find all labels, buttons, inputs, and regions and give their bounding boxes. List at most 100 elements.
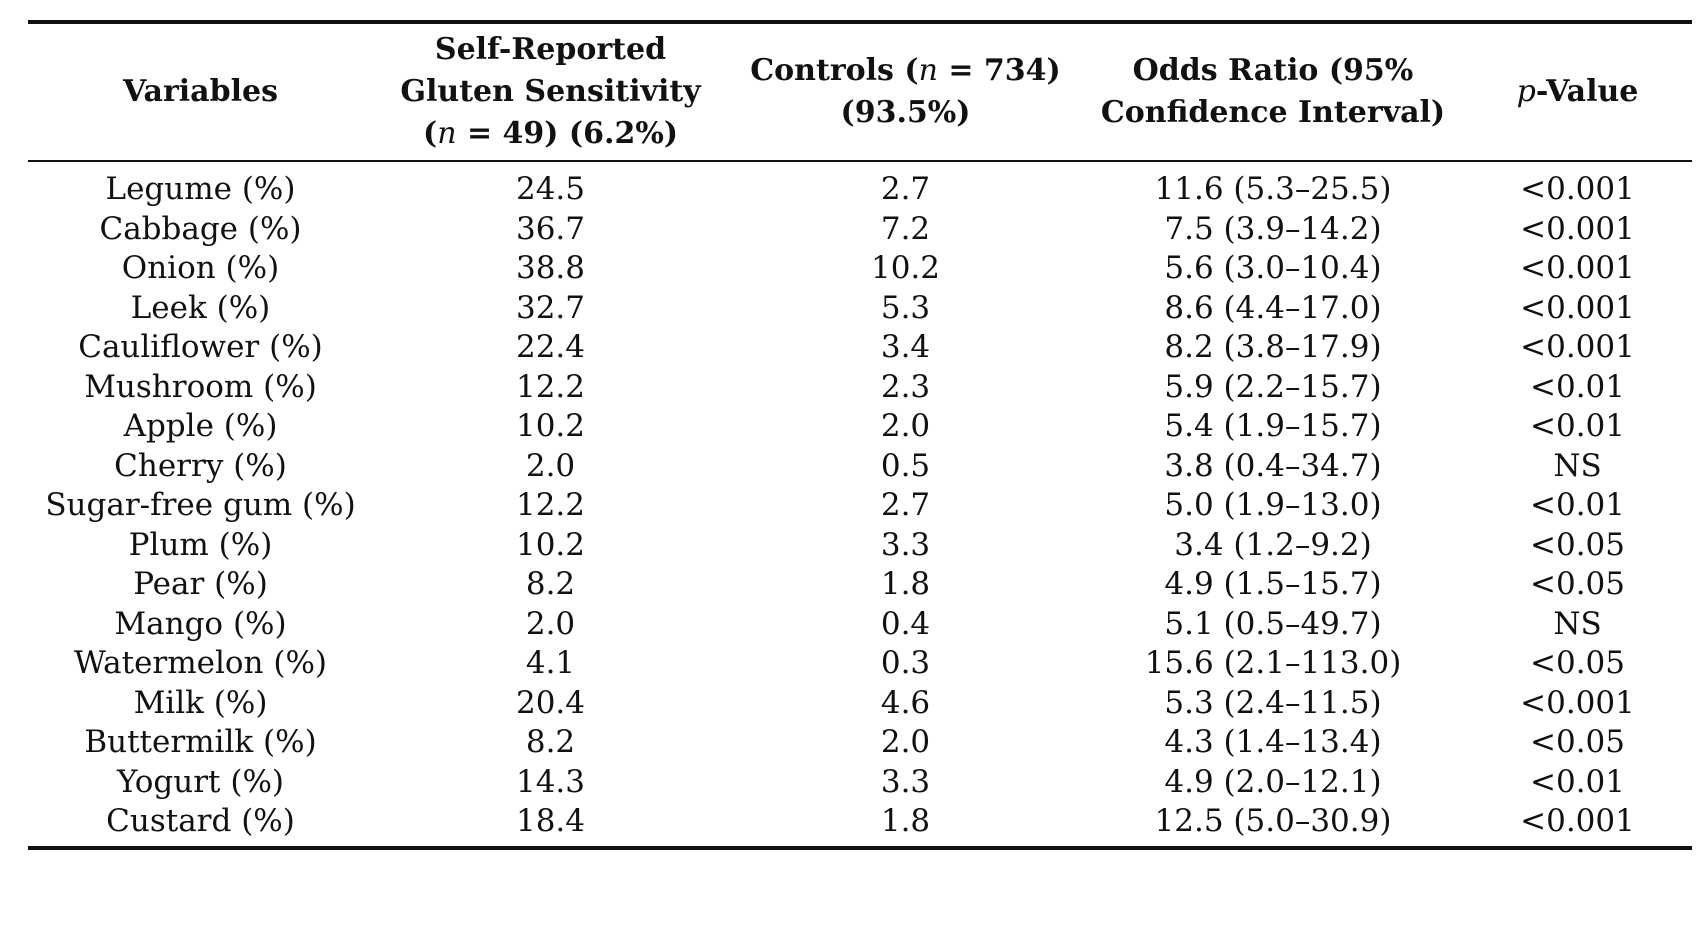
cell-srgs: 20.4	[515, 684, 586, 721]
cell-variable: Sugar-free gum (%)	[45, 487, 356, 523]
cell-controls: 3.4	[880, 329, 931, 365]
table-row: Cauliflower (%) 22.4 3.4 8.2 (3.8–17.9) <0.0…	[28, 328, 1692, 368]
cell-variable: Cauliflower (%)	[78, 329, 323, 365]
cell-controls: 0.4	[880, 605, 931, 642]
cell-srgs: 14.3	[515, 763, 586, 800]
header-srgs-line1: Self-Reported	[434, 32, 667, 67]
cell-p-value: <0.01	[1530, 368, 1625, 405]
header-variables-label: Variables	[123, 74, 278, 109]
cell-p-value: <0.05	[1530, 566, 1625, 602]
header-p-value-label: p-Value	[1463, 71, 1692, 113]
cell-controls: 1.8	[880, 803, 931, 839]
cell-odds-ratio: 3.4 (1.2–9.2)	[1174, 526, 1372, 563]
header-srgs-n: n	[437, 116, 457, 151]
cell-controls: 1.8	[880, 566, 931, 602]
cell-odds-ratio: 5.9 (2.2–15.7)	[1164, 368, 1382, 405]
cell-p-value: <0.001	[1520, 803, 1635, 839]
cell-controls: 2.3	[880, 368, 931, 405]
top-rule	[28, 20, 1692, 24]
cell-srgs: 36.7	[515, 210, 586, 247]
header-rule	[28, 160, 1692, 162]
table-row: Yogurt (%) 14.3 3.3 4.9 (2.0–12.1) <0.01	[28, 763, 1692, 803]
cell-srgs: 24.5	[515, 171, 586, 207]
cell-controls: 10.2	[870, 250, 941, 286]
cell-p-value: <0.001	[1520, 171, 1635, 207]
cell-srgs: 32.7	[515, 289, 586, 326]
table-header: Variables Self-Reported Gluten Sensitivi…	[28, 24, 1692, 160]
cell-variable: Mushroom (%)	[84, 368, 317, 405]
results-table-body: Legume (%) 24.5 2.7 11.6 (5.3–25.5) <0.001 Ca…	[28, 162, 1692, 846]
header-controls-prefix: Controls (	[750, 53, 919, 88]
cell-p-value: NS	[1553, 447, 1602, 484]
cell-srgs: 8.2	[525, 566, 576, 602]
table-row: Cabbage (%) 36.7 7.2 7.5 (3.9–14.2) <0.001	[28, 210, 1692, 250]
cell-odds-ratio: 8.2 (3.8–17.9)	[1164, 329, 1382, 365]
table-row: Plum (%) 10.2 3.3 3.4 (1.2–9.2) <0.05	[28, 526, 1692, 566]
cell-p-value: NS	[1553, 605, 1602, 642]
cell-variable: Onion (%)	[121, 250, 280, 286]
table-row: Mushroom (%) 12.2 2.3 5.9 (2.2–15.7) <0.01	[28, 368, 1692, 408]
results-table: Variables Self-Reported Gluten Sensitivi…	[28, 24, 1692, 160]
cell-odds-ratio: 8.6 (4.4–17.0)	[1164, 289, 1382, 326]
cell-srgs: 4.1	[525, 645, 576, 681]
table-row: Leek (%) 32.7 5.3 8.6 (4.4–17.0) <0.001	[28, 289, 1692, 329]
cell-srgs: 22.4	[515, 329, 586, 365]
cell-odds-ratio: 5.0 (1.9–13.0)	[1164, 487, 1382, 523]
header-controls-n: n	[918, 53, 938, 88]
cell-srgs: 18.4	[515, 803, 586, 839]
header-variables: Variables	[28, 24, 373, 160]
cell-odds-ratio: 5.1 (0.5–49.7)	[1164, 605, 1382, 642]
cell-odds-ratio: 4.9 (2.0–12.1)	[1164, 763, 1382, 800]
cell-variable: Apple (%)	[123, 408, 278, 444]
table-row: Cherry (%) 2.0 0.5 3.8 (0.4–34.7) NS	[28, 447, 1692, 487]
header-srgs-line3: (n = 49) (6.2%)	[373, 113, 728, 155]
table-row: Buttermilk (%) 8.2 2.0 4.3 (1.4–13.4) <0.05	[28, 723, 1692, 763]
table-row: Watermelon (%) 4.1 0.3 15.6 (2.1–113.0) <0.0…	[28, 644, 1692, 684]
cell-p-value: <0.01	[1530, 408, 1625, 444]
cell-variable: Leek (%)	[130, 289, 271, 326]
cell-srgs: 12.2	[515, 368, 586, 405]
cell-odds-ratio: 12.5 (5.0–30.9)	[1154, 803, 1392, 839]
cell-srgs: 38.8	[515, 250, 586, 286]
cell-p-value: <0.001	[1520, 210, 1635, 247]
cell-srgs: 2.0	[525, 605, 576, 642]
table-row: Milk (%) 20.4 4.6 5.3 (2.4–11.5) <0.001	[28, 684, 1692, 724]
cell-odds-ratio: 3.8 (0.4–34.7)	[1164, 447, 1382, 484]
header-controls-line1: Controls (n = 734)	[728, 50, 1083, 92]
cell-odds-ratio: 11.6 (5.3–25.5)	[1154, 171, 1392, 207]
cell-controls: 5.3	[880, 289, 931, 326]
cell-odds-ratio: 4.3 (1.4–13.4)	[1164, 724, 1382, 760]
cell-p-value: <0.001	[1520, 684, 1635, 721]
cell-variable: Yogurt (%)	[116, 763, 285, 800]
cell-p-value: <0.01	[1530, 763, 1625, 800]
cell-odds-ratio: 5.6 (3.0–10.4)	[1164, 250, 1382, 286]
cell-controls: 4.6	[880, 684, 931, 721]
cell-variable: Legume (%)	[105, 171, 296, 207]
cell-odds-ratio: 5.4 (1.9–15.7)	[1164, 408, 1382, 444]
table-row: Onion (%) 38.8 10.2 5.6 (3.0–10.4) <0.001	[28, 249, 1692, 289]
table-row: Pear (%) 8.2 1.8 4.9 (1.5–15.7) <0.05	[28, 565, 1692, 605]
header-srgs-count: = 49) (6.2%)	[456, 116, 679, 151]
header-srgs-open: (	[422, 116, 438, 151]
cell-controls: 2.7	[880, 171, 931, 207]
cell-p-value: <0.05	[1530, 526, 1625, 563]
header-p-rest: -Value	[1535, 74, 1639, 109]
header-srgs-line2: Gluten Sensitivity	[400, 74, 701, 109]
header-controls: Controls (n = 734) (93.5%)	[728, 24, 1083, 160]
cell-odds-ratio: 7.5 (3.9–14.2)	[1164, 210, 1382, 247]
cell-odds-ratio: 5.3 (2.4–11.5)	[1164, 684, 1382, 721]
cell-odds-ratio: 4.9 (1.5–15.7)	[1164, 566, 1382, 602]
cell-srgs: 2.0	[525, 447, 576, 484]
cell-controls: 2.0	[880, 408, 931, 444]
header-or-line2: Confidence Interval)	[1100, 95, 1446, 130]
table-row: Sugar-free gum (%) 12.2 2.7 5.0 (1.9–13.0) <…	[28, 486, 1692, 526]
cell-variable: Watermelon (%)	[73, 645, 328, 681]
cell-p-value: <0.05	[1530, 724, 1625, 760]
cell-p-value: <0.01	[1530, 487, 1625, 523]
cell-controls: 2.0	[880, 724, 931, 760]
cell-controls: 0.3	[880, 645, 931, 681]
header-controls-line2: (93.5%)	[840, 95, 971, 130]
table-row: Custard (%) 18.4 1.8 12.5 (5.0–30.9) <0.001	[28, 802, 1692, 846]
cell-odds-ratio: 15.6 (2.1–113.0)	[1144, 645, 1402, 681]
cell-variable: Mango (%)	[114, 605, 287, 642]
